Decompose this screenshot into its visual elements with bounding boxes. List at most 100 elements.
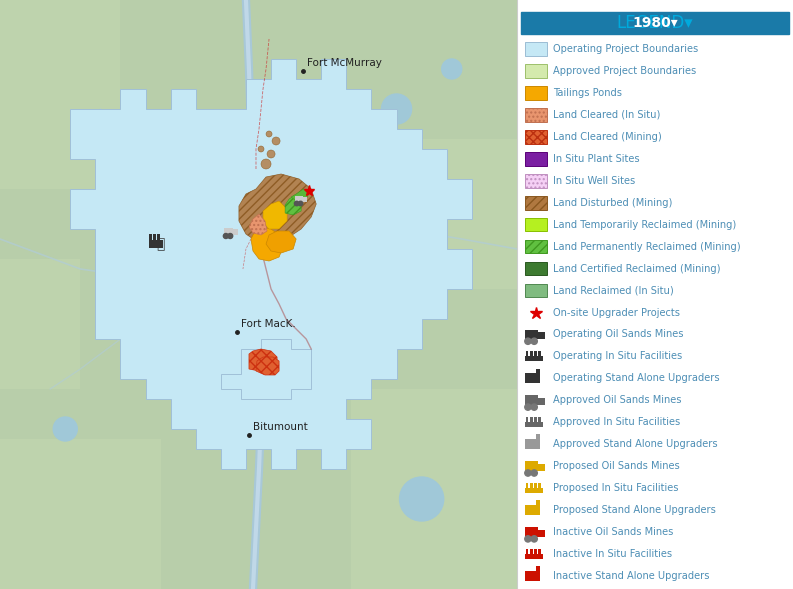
Bar <box>536 369 540 383</box>
Circle shape <box>531 470 538 476</box>
Text: Land Certified Reclaimed (Mining): Land Certified Reclaimed (Mining) <box>553 264 721 273</box>
Text: Land Temporarily Reclaimed (Mining): Land Temporarily Reclaimed (Mining) <box>553 220 736 230</box>
Polygon shape <box>0 0 517 589</box>
Polygon shape <box>0 0 121 189</box>
Bar <box>538 549 541 555</box>
Bar <box>232 229 238 234</box>
Bar <box>525 218 547 231</box>
Bar <box>534 483 537 489</box>
Bar <box>525 240 547 253</box>
Polygon shape <box>201 279 291 389</box>
Polygon shape <box>266 231 296 253</box>
Text: Operating Stand Alone Upgraders: Operating Stand Alone Upgraders <box>553 373 719 383</box>
Bar <box>525 108 547 122</box>
Text: Fort MacK.: Fort MacK. <box>241 319 296 329</box>
Bar <box>525 42 547 56</box>
Polygon shape <box>71 59 472 469</box>
Polygon shape <box>239 174 316 243</box>
Circle shape <box>228 233 232 239</box>
Bar <box>530 351 533 357</box>
Circle shape <box>266 131 272 137</box>
Bar <box>153 234 156 240</box>
Bar <box>536 566 540 581</box>
Circle shape <box>531 536 538 542</box>
Text: Proposed In Situ Facilities: Proposed In Situ Facilities <box>553 483 679 493</box>
Bar <box>530 483 533 489</box>
Bar <box>530 417 533 423</box>
Text: Tailings Ponds: Tailings Ponds <box>553 88 622 98</box>
Bar <box>538 351 541 357</box>
Text: In Situ Plant Sites: In Situ Plant Sites <box>553 154 640 164</box>
Bar <box>525 439 540 449</box>
Bar <box>536 500 540 515</box>
Polygon shape <box>291 189 309 201</box>
Bar <box>530 549 533 555</box>
Circle shape <box>531 338 538 345</box>
Text: 1980▾: 1980▾ <box>632 16 678 30</box>
Bar <box>157 234 160 240</box>
Bar <box>526 417 528 423</box>
Bar <box>224 227 233 234</box>
Text: Inactive In Situ Facilities: Inactive In Situ Facilities <box>553 549 672 559</box>
Polygon shape <box>251 227 283 261</box>
Polygon shape <box>351 389 517 589</box>
Text: Bitumount: Bitumount <box>253 422 308 432</box>
Text: Operating In Situ Facilities: Operating In Situ Facilities <box>553 352 682 362</box>
Bar <box>538 332 546 339</box>
Bar <box>525 488 542 493</box>
Polygon shape <box>221 339 311 399</box>
Bar <box>525 196 547 210</box>
Bar <box>525 174 547 187</box>
Circle shape <box>53 417 77 441</box>
Bar <box>525 130 547 144</box>
Bar <box>538 464 546 471</box>
Bar <box>149 234 152 240</box>
Circle shape <box>525 470 531 476</box>
Bar <box>525 571 540 581</box>
Bar <box>525 505 540 515</box>
Text: Proposed Oil Sands Mines: Proposed Oil Sands Mines <box>553 461 680 471</box>
Polygon shape <box>170 279 226 339</box>
Text: LEGEND▾: LEGEND▾ <box>617 14 693 32</box>
Bar <box>525 373 540 383</box>
Polygon shape <box>216 149 266 229</box>
Text: Land Cleared (In Situ): Land Cleared (In Situ) <box>553 110 661 120</box>
Bar <box>534 549 537 555</box>
Bar <box>526 483 528 489</box>
Circle shape <box>442 59 462 79</box>
Circle shape <box>531 404 538 411</box>
Bar <box>525 356 542 361</box>
Text: Approved Oil Sands Mines: Approved Oil Sands Mines <box>553 395 681 405</box>
Polygon shape <box>285 195 301 215</box>
Text: Land Disturbed (Mining): Land Disturbed (Mining) <box>553 198 672 208</box>
Circle shape <box>525 338 531 345</box>
Bar <box>525 262 547 276</box>
Polygon shape <box>249 349 277 371</box>
Text: On-site Upgrader Projects: On-site Upgrader Projects <box>553 307 680 317</box>
Bar <box>148 240 163 248</box>
Circle shape <box>272 137 280 145</box>
Polygon shape <box>263 201 287 229</box>
Circle shape <box>525 536 531 542</box>
Bar <box>525 86 547 100</box>
Text: Land Reclaimed (In Situ): Land Reclaimed (In Situ) <box>553 286 674 296</box>
Text: Inactive Stand Alone Upgraders: Inactive Stand Alone Upgraders <box>553 571 710 581</box>
Bar <box>525 395 538 405</box>
Bar <box>534 417 537 423</box>
Bar <box>525 152 547 166</box>
Bar <box>538 398 546 405</box>
Bar <box>295 196 303 202</box>
Circle shape <box>381 94 412 124</box>
Polygon shape <box>381 139 517 289</box>
Bar <box>525 330 538 339</box>
Polygon shape <box>0 439 161 589</box>
Text: Approved In Situ Facilities: Approved In Situ Facilities <box>553 417 680 427</box>
Circle shape <box>224 233 228 239</box>
Bar <box>525 64 547 78</box>
Text: Approved Project Boundaries: Approved Project Boundaries <box>553 66 696 76</box>
Circle shape <box>525 404 531 411</box>
Bar <box>525 554 542 559</box>
Circle shape <box>400 477 444 521</box>
Text: Operating Oil Sands Mines: Operating Oil Sands Mines <box>553 329 684 339</box>
Bar <box>538 417 541 423</box>
